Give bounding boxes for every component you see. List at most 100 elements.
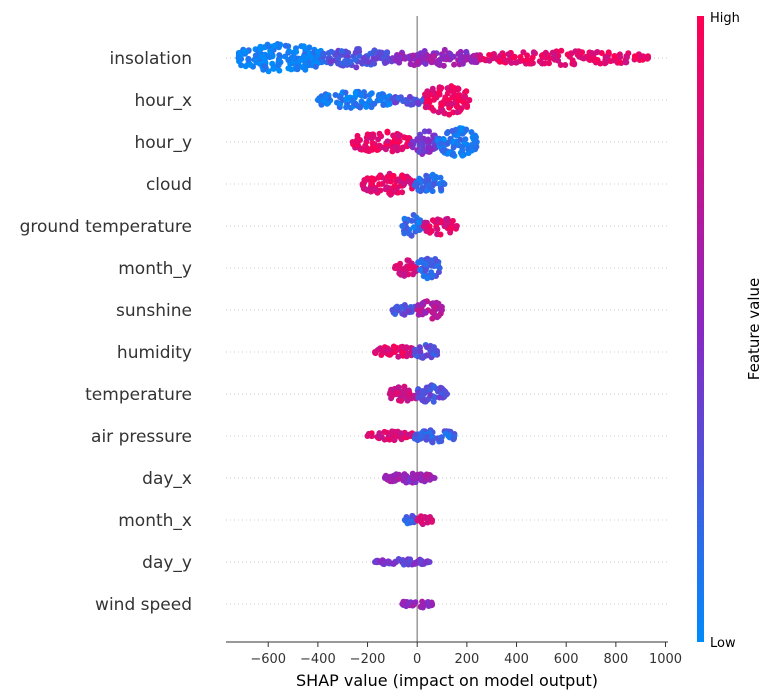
shap-point (441, 181, 448, 187)
shap-point (415, 259, 422, 266)
shap-point (463, 54, 470, 61)
shap-point (275, 62, 282, 69)
shap-point (436, 84, 443, 91)
shap-point (497, 58, 504, 65)
shap-point (491, 54, 498, 61)
shap-point (420, 273, 427, 280)
shap-point (371, 49, 377, 56)
shap-point (427, 387, 434, 394)
shap-point (551, 52, 558, 59)
shap-point (322, 94, 329, 101)
shap-point (416, 175, 423, 182)
shap-point (397, 260, 404, 267)
shap-point (526, 60, 533, 67)
shap-point (343, 60, 350, 67)
shap-point (411, 182, 418, 189)
feature-label: ground temperature (20, 217, 192, 237)
shap-point (437, 384, 444, 391)
shap-point (473, 139, 480, 145)
shap-point (425, 91, 431, 98)
shap-point (270, 65, 277, 72)
shap-point (400, 473, 407, 480)
shap-point (389, 428, 395, 435)
shap-point (404, 98, 411, 105)
shap-point (477, 52, 483, 59)
shap-point (396, 269, 403, 276)
shap-point (450, 89, 457, 96)
shap-point (409, 512, 416, 519)
shap-point (364, 131, 371, 138)
shap-point (238, 62, 245, 69)
shap-point (416, 148, 423, 155)
shap-point (412, 348, 419, 355)
shap-point (463, 88, 470, 95)
shap-point (451, 433, 458, 439)
shap-point (389, 148, 396, 155)
shap-point (401, 302, 408, 308)
shap-point (473, 134, 479, 141)
shap-point (342, 89, 349, 96)
x-tick-label: 0 (413, 652, 421, 667)
colorbar-gradient (697, 16, 704, 642)
shap-point (458, 53, 465, 60)
shap-point (426, 223, 433, 230)
shap-point (397, 178, 403, 184)
shap-point (276, 52, 283, 59)
row-gridlines (226, 57, 668, 605)
shap-point (400, 98, 407, 105)
shap-point (415, 394, 422, 401)
shap-point (396, 471, 402, 478)
x-tick-label: −200 (350, 652, 386, 667)
shap-point (415, 302, 422, 309)
shap-point (288, 66, 295, 73)
shap-point (371, 60, 378, 67)
shap-point (252, 52, 259, 59)
shap-point (417, 559, 424, 565)
shap-point (471, 52, 477, 59)
shap-point (557, 62, 564, 68)
shap-point (368, 90, 375, 97)
shap-point (437, 140, 444, 147)
shap-point (432, 180, 438, 187)
shap-point (423, 103, 430, 110)
shap-point (437, 231, 444, 238)
shap-point (449, 151, 456, 158)
shap-point (359, 181, 366, 187)
shap-point (427, 391, 434, 398)
shap-point (412, 559, 419, 566)
shap-point (588, 50, 595, 56)
shap-point (611, 53, 618, 60)
shap-point (372, 559, 378, 565)
shap-point (631, 53, 638, 60)
shap-point (417, 266, 424, 273)
shap-point (392, 349, 398, 355)
shap-point (623, 59, 630, 66)
shap-point (471, 59, 478, 65)
shap-point (530, 50, 537, 56)
shap-point (386, 436, 393, 443)
shap-point (401, 230, 408, 237)
shap-point (429, 85, 436, 92)
shap-point (449, 217, 456, 224)
shap-point (513, 59, 520, 66)
shap-point (383, 184, 390, 191)
shap-point (423, 227, 430, 234)
shap-point (376, 430, 383, 437)
shap-point (398, 397, 404, 404)
shap-point (441, 46, 448, 53)
shap-point (397, 430, 404, 437)
shap-point (451, 61, 458, 68)
shap-point (406, 178, 413, 185)
shap-point (417, 348, 424, 355)
shap-point (306, 50, 313, 57)
shap-point (381, 475, 388, 481)
feature-label: temperature (85, 385, 192, 405)
shap-point (372, 186, 379, 193)
shap-point (447, 51, 454, 58)
shap-point (459, 152, 466, 159)
shap-point (505, 51, 512, 58)
beeswarm-points (235, 41, 652, 611)
feature-label: month_x (118, 511, 192, 531)
